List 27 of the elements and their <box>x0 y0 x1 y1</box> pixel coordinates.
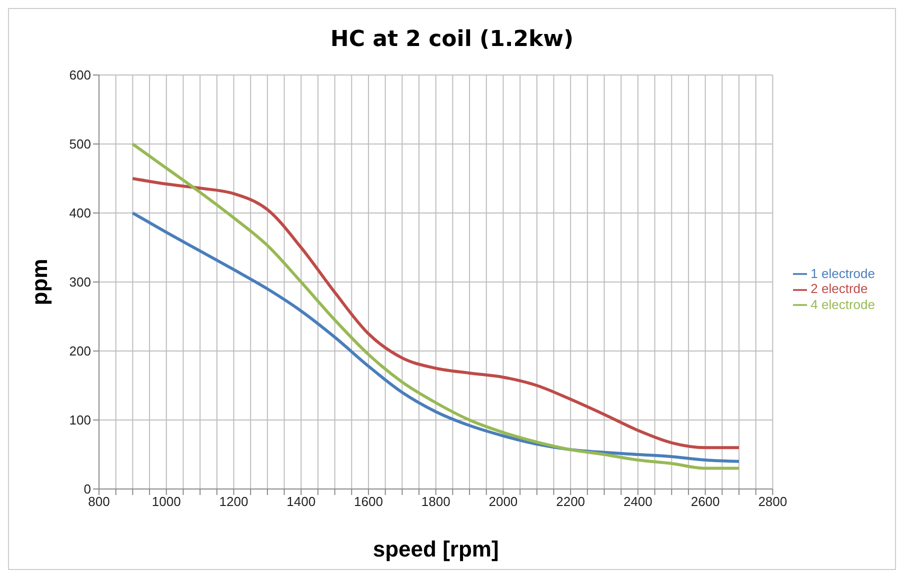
x-tick-label: 2200 <box>556 494 586 510</box>
chart-title: HC at 2 coil (1.2kw) <box>329 27 575 52</box>
x-tick-label: 2400 <box>623 494 652 510</box>
line-series <box>131 142 740 470</box>
line-series <box>131 177 740 450</box>
x-tick-label: 800 <box>88 494 110 510</box>
x-tick-label: 1600 <box>354 494 383 510</box>
y-tick-label: 0 <box>84 482 91 497</box>
y-tick-label: 600 <box>69 68 91 83</box>
x-tick-label: 2000 <box>488 494 518 510</box>
x-tick-label: 1400 <box>286 494 316 510</box>
x-tick-label: 2600 <box>690 494 720 510</box>
legend-label: 4 electrode <box>810 296 875 312</box>
y-tick-label: 400 <box>69 206 91 221</box>
y-tick-label: 300 <box>69 274 91 290</box>
y-tick-label: 500 <box>69 136 91 152</box>
y-tick-label: 200 <box>69 344 91 359</box>
x-tick-label: 1200 <box>219 494 248 510</box>
x-tick-label: 1000 <box>152 494 181 510</box>
legend-label: 1 electrode <box>810 266 875 281</box>
legend-label: 2 electrde <box>810 281 868 296</box>
line-series <box>131 212 740 463</box>
x-tick-label: 1800 <box>421 494 450 510</box>
y-tick-label: 100 <box>69 412 91 428</box>
x-tick-label: 2800 <box>758 494 788 510</box>
y-axis-title: ppm <box>26 258 52 306</box>
x-axis-title: speed [rpm] <box>372 536 499 562</box>
